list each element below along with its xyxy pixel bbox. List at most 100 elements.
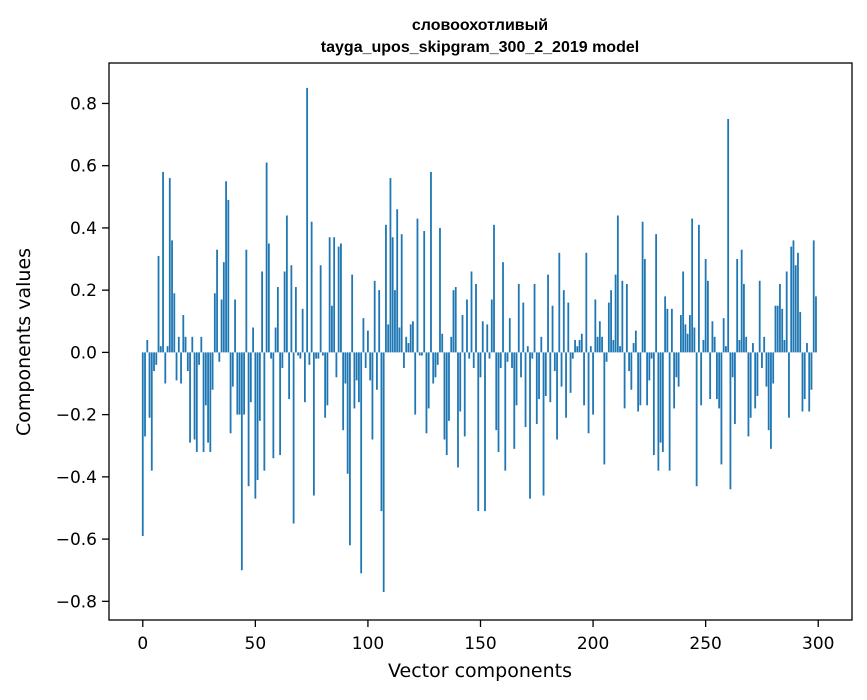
bar-40 — [231, 352, 234, 387]
bar-141 — [459, 352, 462, 412]
bar-223 — [643, 259, 646, 353]
bar-20 — [186, 352, 189, 372]
bar-87 — [337, 246, 340, 353]
bar-46 — [245, 249, 248, 353]
bar-195 — [580, 333, 583, 353]
bar-234 — [668, 352, 671, 471]
bar-37 — [225, 181, 227, 353]
bar-98 — [362, 318, 365, 353]
bar-258 — [722, 318, 725, 353]
bar-2 — [146, 339, 149, 353]
bar-278 — [767, 352, 770, 431]
bar-133 — [441, 333, 444, 353]
bar-170 — [524, 352, 527, 428]
bar-203 — [598, 321, 601, 353]
bar-221 — [639, 352, 642, 406]
bar-187 — [562, 290, 565, 353]
bar-64 — [285, 215, 288, 353]
y-tick-label: 0.8 — [70, 94, 97, 114]
bar-104 — [376, 352, 378, 390]
bar-52 — [258, 352, 261, 421]
bar-9 — [162, 171, 164, 353]
bar-169 — [522, 302, 525, 353]
bar-263 — [734, 352, 736, 424]
bar-193 — [576, 346, 579, 353]
bar-123 — [418, 352, 421, 356]
bar-42 — [236, 352, 239, 415]
bar-51 — [256, 352, 259, 480]
bar-269 — [747, 352, 750, 437]
bar-90 — [344, 352, 347, 384]
bar-26 — [200, 336, 203, 353]
bar-298 — [812, 240, 815, 353]
bar-30 — [209, 352, 212, 452]
bar-291 — [797, 252, 799, 353]
bar-206 — [605, 352, 608, 362]
bar-35 — [220, 299, 223, 353]
bar-5 — [153, 352, 155, 372]
bar-19 — [184, 336, 187, 353]
bar-67 — [292, 352, 295, 524]
bar-286 — [785, 271, 788, 353]
bar-6 — [155, 352, 158, 365]
bar-184 — [556, 352, 558, 440]
bar-93 — [351, 274, 354, 353]
bar-55 — [265, 162, 268, 353]
bar-72 — [303, 352, 306, 403]
bar-265 — [738, 339, 741, 353]
bar-189 — [567, 302, 570, 353]
bar-201 — [594, 299, 597, 353]
bar-148 — [475, 283, 477, 353]
bar-174 — [533, 283, 536, 353]
bar-177 — [540, 336, 543, 353]
bar-38 — [227, 199, 230, 353]
bar-220 — [637, 352, 640, 412]
y-tick-label: −0.2 — [56, 406, 97, 426]
bar-126 — [425, 352, 428, 434]
bar-112 — [394, 290, 396, 353]
bar-164 — [511, 352, 513, 368]
bar-172 — [529, 352, 531, 499]
bar-94 — [353, 352, 356, 409]
bar-13 — [171, 240, 173, 353]
bar-107 — [382, 352, 385, 592]
bar-218 — [632, 343, 635, 353]
bar-143 — [463, 352, 466, 437]
bar-253 — [711, 321, 714, 353]
bar-4 — [150, 352, 153, 471]
bar-254 — [713, 336, 716, 353]
bar-7 — [157, 255, 160, 353]
bar-82 — [326, 352, 329, 406]
bar-284 — [781, 308, 784, 353]
bar-202 — [596, 336, 599, 353]
bar-242 — [686, 333, 689, 353]
bar-292 — [799, 311, 802, 353]
bar-39 — [229, 352, 232, 434]
bar-209 — [612, 339, 615, 353]
bar-153 — [486, 324, 489, 353]
bar-273 — [756, 352, 759, 396]
bar-47 — [247, 352, 250, 487]
bar-48 — [249, 352, 252, 403]
bar-29 — [207, 352, 209, 443]
bar-255 — [716, 352, 718, 400]
bar-179 — [544, 352, 547, 396]
bar-231 — [661, 352, 664, 452]
y-tick-label: 0.6 — [70, 157, 97, 177]
bar-56 — [267, 243, 270, 353]
bar-235 — [670, 308, 673, 353]
bar-103 — [373, 280, 376, 353]
bar-289 — [792, 240, 795, 353]
bar-275 — [761, 352, 763, 368]
bar-198 — [587, 352, 590, 434]
bar-99 — [364, 352, 367, 368]
bar-262 — [731, 352, 734, 378]
bar-57 — [270, 352, 273, 359]
bar-129 — [432, 352, 435, 384]
bar-44 — [240, 352, 243, 571]
bar-154 — [488, 352, 491, 359]
bar-100 — [367, 330, 369, 353]
bar-207 — [607, 302, 610, 353]
bar-151 — [481, 321, 484, 353]
bar-222 — [641, 221, 644, 353]
